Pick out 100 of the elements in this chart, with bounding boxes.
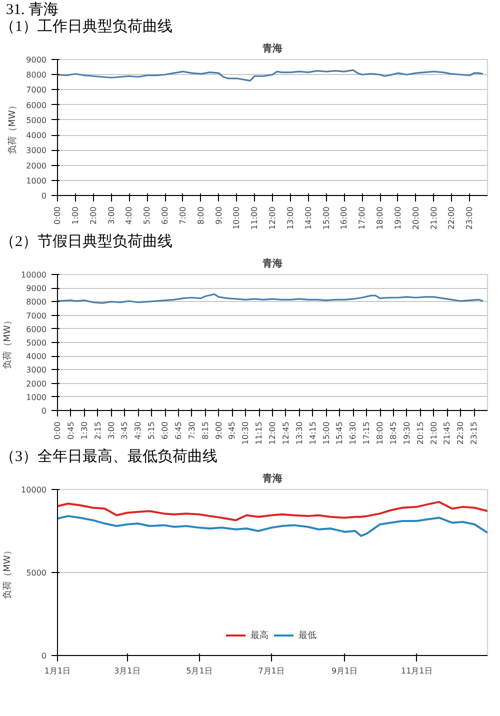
x-tick-label: 10:30: [241, 421, 250, 445]
line-series: [58, 69, 484, 82]
x-tick-label: 6:00: [160, 421, 170, 440]
y-tick-label: 8000: [26, 298, 46, 307]
x-tick-label: 3:00: [106, 421, 116, 440]
legend-label: 最低: [298, 630, 318, 642]
x-tick-label: 13:30: [294, 421, 304, 445]
y-tick-label: 6000: [26, 100, 46, 110]
x-tick-label: 1:00: [70, 206, 80, 224]
x-tick-label: 6:45: [174, 421, 183, 440]
x-tick-label: 19:30: [402, 421, 412, 445]
y-tick-label: 4000: [26, 352, 46, 362]
y-tick-label: 9000: [26, 56, 46, 64]
x-tick-label: 20:00: [411, 206, 420, 230]
x-tick-label: 5月1日: [186, 666, 212, 676]
x-tick-label: 15:45: [335, 421, 344, 445]
y-axis-title: 负荷（MW）: [7, 101, 18, 154]
y-tick-label: 5000: [26, 568, 46, 578]
y-tick-label: 2000: [26, 379, 46, 388]
x-tick-label: 23:15: [470, 421, 479, 445]
x-tick-label: 8:15: [200, 421, 210, 440]
x-tick-label: 5:15: [147, 421, 156, 440]
x-tick-label: 18:00: [376, 421, 384, 445]
x-tick-label: 0:00: [53, 206, 62, 224]
line-series: [58, 500, 488, 522]
x-tick-label: 15:00: [322, 206, 331, 230]
y-tick-label: 0: [41, 192, 47, 200]
x-tick-label: 21:45: [442, 421, 452, 445]
x-tick-label: 5:00: [142, 206, 152, 224]
line-series: [58, 515, 488, 537]
x-tick-label: 18:45: [388, 421, 398, 445]
x-tick-label: 12:45: [281, 421, 290, 445]
x-tick-label: 14:15: [308, 421, 318, 445]
x-tick-label: 22:00: [447, 206, 456, 230]
x-tick-label: 1:30: [80, 421, 89, 440]
y-tick-label: 2000: [26, 161, 46, 170]
y-tick-label: 4000: [26, 131, 46, 140]
x-tick-label: 2:00: [88, 206, 98, 224]
chart-subtitle: （3）全年日最高、最低负荷曲线: [0, 447, 218, 467]
x-tick-label: 17:15: [362, 421, 372, 445]
x-tick-label: 8:00: [196, 206, 206, 224]
y-tick-label: 6000: [26, 324, 46, 334]
y-tick-label: 7000: [26, 311, 46, 320]
x-tick-label: 10:00: [232, 206, 242, 230]
chart-subtitle: （2）节假日典型负荷曲线: [0, 232, 172, 252]
x-tick-label: 9:00: [214, 206, 224, 224]
x-tick-label: 23:00: [465, 206, 474, 230]
text: 31. 青海: [6, 2, 58, 18]
y-tick-label: 10000: [21, 270, 47, 280]
x-tick-label: 7月1日: [258, 666, 284, 676]
y-tick-label: 5000: [26, 338, 46, 348]
x-tick-label: 0:45: [66, 421, 76, 440]
chart-title: 青海: [262, 258, 282, 270]
x-tick-label: 3:45: [120, 421, 130, 440]
x-tick-label: 21:00: [429, 421, 438, 445]
chart-subtitle: （1）工作日典型负荷曲线: [0, 18, 172, 37]
y-tick-label: 1000: [26, 176, 46, 186]
x-tick-label: 4:30: [134, 421, 143, 440]
x-tick-label: 0:00: [53, 421, 62, 440]
chart-title: 青海: [262, 472, 282, 484]
y-axis-title: 负荷（MW）: [2, 316, 14, 369]
y-tick-label: 0: [41, 406, 47, 416]
line-series: [58, 293, 484, 304]
x-tick-label: 4:00: [124, 206, 134, 224]
x-tick-label: 7:30: [187, 421, 196, 440]
x-tick-label: 3:00: [106, 206, 116, 224]
y-tick-label: 3000: [26, 146, 46, 156]
legend-label: 最高: [250, 630, 270, 642]
x-tick-label: 12:00: [268, 206, 277, 230]
y-tick-label: 5000: [26, 116, 46, 125]
y-axis-title: 负荷（MW）: [2, 546, 14, 599]
x-tick-label: 12:00: [268, 421, 277, 445]
x-tick-label: 17:00: [358, 206, 367, 230]
x-tick-label: 3月1日: [114, 666, 140, 676]
y-tick-label: 7000: [26, 86, 46, 95]
x-tick-label: 13:00: [286, 206, 295, 230]
x-tick-label: 20:15: [416, 421, 425, 445]
x-tick-label: 6:00: [160, 206, 170, 224]
x-tick-label: 14:00: [304, 206, 313, 230]
y-tick-label: 10000: [21, 486, 47, 494]
x-tick-label: 11:15: [254, 421, 264, 445]
x-tick-label: 2:15: [93, 421, 102, 440]
y-tick-label: 3000: [26, 366, 46, 375]
x-tick-label: 9月1日: [331, 666, 358, 676]
x-tick-label: 21:00: [429, 206, 438, 230]
x-tick-label: 16:00: [340, 206, 349, 230]
x-tick-label: 9:00: [214, 421, 224, 440]
x-tick-label: 11月1日: [400, 666, 432, 676]
y-tick-label: 0: [41, 652, 47, 660]
x-tick-label: 7:00: [178, 206, 188, 224]
x-tick-label: 9:45: [228, 421, 237, 440]
x-tick-label: 18:00: [376, 206, 384, 230]
x-tick-label: 16:30: [348, 421, 358, 445]
y-tick-label: 8000: [26, 70, 46, 80]
y-tick-label: 9000: [26, 284, 46, 294]
x-tick-label: 15:00: [322, 421, 331, 445]
x-tick-label: 1月1日: [44, 666, 71, 676]
y-tick-label: 1000: [26, 392, 46, 402]
x-tick-label: 22:30: [456, 421, 466, 445]
chart-title: 青海: [262, 42, 282, 54]
